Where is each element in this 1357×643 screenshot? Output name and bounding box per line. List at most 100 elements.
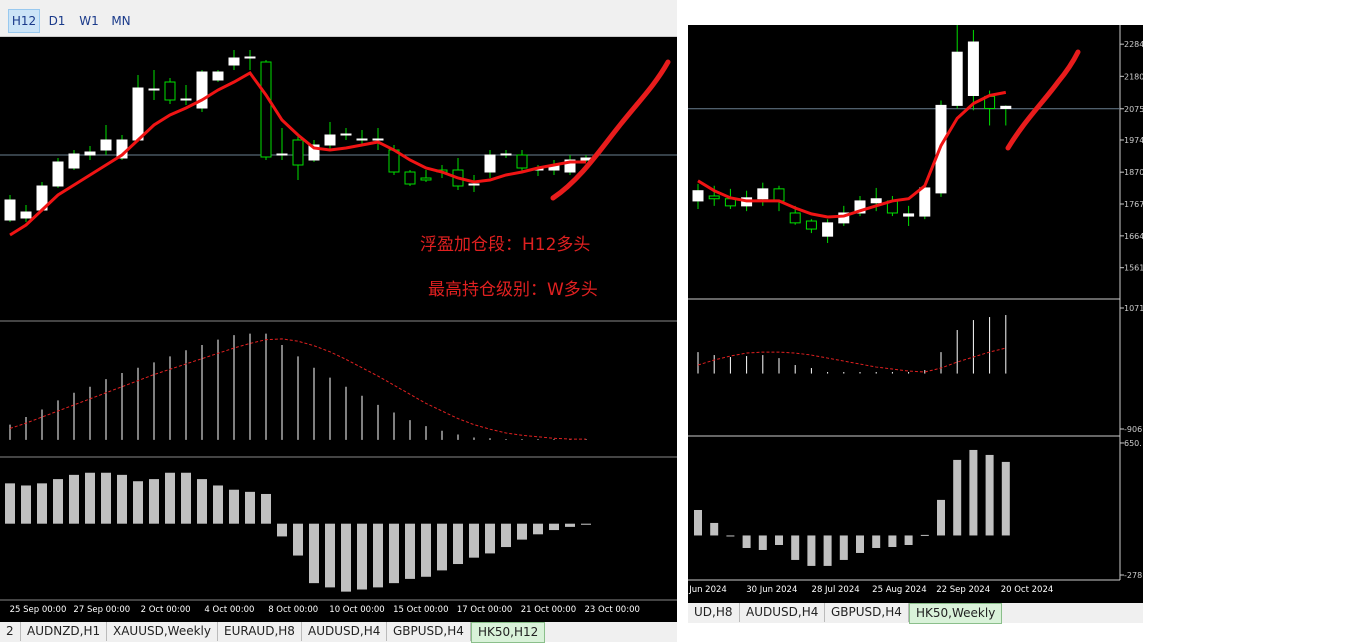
candle-body: [228, 57, 240, 66]
candle-body: [244, 56, 256, 59]
histogram-bar: [181, 472, 191, 524]
moving-average: [9, 71, 586, 237]
candle-body: [4, 199, 16, 221]
tab-bar: UD,H8 AUDUSD,H4 GBPUSD,H4 HK50,Weekly: [688, 603, 1143, 624]
histogram-bar: [149, 479, 159, 524]
candle-body: [692, 190, 704, 202]
histogram-bar: [501, 523, 511, 548]
chart-tab[interactable]: AUDNZD,H1: [21, 622, 108, 641]
histogram-bar: [229, 489, 239, 524]
histogram-bar: [888, 535, 897, 547]
histogram-bar: [453, 523, 463, 565]
y-tick-label: 1870: [1124, 168, 1143, 177]
candle-body: [356, 138, 368, 141]
timeframe-button[interactable]: MN: [111, 14, 131, 28]
histogram-bar: [437, 523, 447, 571]
histogram-bar: [53, 479, 63, 524]
x-tick-label: 20 Oct 2024: [1001, 585, 1054, 595]
histogram-bar: [856, 535, 864, 553]
candle-body: [308, 144, 320, 161]
y-tick-label: -906: [1124, 425, 1142, 434]
candle-body: [580, 157, 592, 161]
candle-body: [1000, 105, 1012, 109]
histogram-bar: [325, 523, 335, 588]
histogram-bar: [21, 485, 31, 524]
histogram-bar: [581, 523, 591, 525]
x-tick-label: 8 Oct 00:00: [268, 605, 318, 615]
candle-body: [805, 220, 817, 230]
x-tick-label: 28 Jul 2024: [812, 585, 860, 595]
histogram-bar: [710, 522, 719, 536]
y-tick-label: 650.: [1124, 439, 1142, 448]
timeframe-button[interactable]: D1: [48, 14, 66, 28]
histogram-bar: [485, 523, 495, 554]
chart-tab[interactable]: AUDUSD,H4: [740, 603, 826, 622]
histogram-bar: [775, 535, 783, 545]
x-tick-label: 10 Oct 00:00: [329, 605, 384, 615]
annotation: 最高持仓级别：W多头: [428, 280, 598, 300]
candle-body: [84, 151, 96, 156]
candle-body: [100, 139, 112, 151]
histogram-bar: [421, 523, 431, 577]
histogram-bar: [309, 523, 319, 584]
chart-tab[interactable]: HK50,Weekly: [909, 603, 1003, 624]
y-tick-label: 2284: [1124, 40, 1143, 49]
chart-tab[interactable]: GBPUSD,H4: [387, 622, 471, 641]
signal-line: [9, 338, 586, 440]
x-tick-label: 15 Oct 00:00: [393, 605, 448, 615]
chart-tab[interactable]: 2: [0, 622, 21, 641]
histogram-bar: [726, 535, 735, 537]
histogram-bar: [341, 523, 351, 592]
signal-line: [697, 347, 1006, 373]
histogram-bar: [742, 535, 751, 548]
candle-body: [838, 212, 850, 224]
histogram-bar: [758, 535, 767, 550]
histogram-bar: [389, 523, 399, 584]
candle-body: [967, 41, 979, 96]
histogram-bar: [839, 535, 848, 560]
candle-body: [870, 198, 882, 204]
histogram-bar: [937, 499, 945, 536]
candle-body: [468, 183, 480, 186]
timeframe-button[interactable]: W1: [79, 14, 99, 28]
candle-body: [148, 88, 160, 91]
candle-body: [420, 177, 432, 181]
chart-tab[interactable]: UD,H8: [688, 603, 740, 622]
histogram-bar: [549, 523, 559, 531]
histogram-bar: [245, 491, 255, 524]
candle-body: [854, 200, 866, 214]
histogram-bar: [165, 472, 175, 524]
histogram-bar: [37, 483, 47, 524]
candle-body: [708, 195, 720, 200]
chart-tab[interactable]: XAUUSD,Weekly: [107, 622, 218, 641]
y-tick-label: 1974: [1124, 136, 1143, 145]
candle-body: [484, 154, 496, 173]
histogram-bar: [1001, 461, 1010, 536]
chart-tab[interactable]: EURAUD,H8: [218, 622, 302, 641]
candle-body: [20, 211, 32, 219]
candle-body: [196, 71, 208, 109]
histogram-bar: [969, 449, 978, 536]
timeframe-button[interactable]: H12: [8, 9, 40, 33]
histogram-bar: [565, 523, 575, 527]
chart-tab[interactable]: HK50,H12: [471, 622, 546, 643]
histogram-bar: [405, 523, 415, 579]
candle-body: [52, 161, 64, 187]
left-chart-window: 浮盈加仓段：H12多头 最高持仓级别：W多头 25 Sep 00:00 27 Se…: [0, 37, 677, 622]
candle-body: [951, 51, 963, 106]
histogram-bar: [791, 535, 800, 560]
toolbar: H12 D1 W1 MN: [0, 0, 677, 37]
histogram-bar: [261, 493, 271, 524]
chart-tab[interactable]: GBPUSD,H4: [825, 603, 909, 622]
annotation: 浮盈加仓段：H12多头: [420, 235, 590, 255]
histogram-bar: [953, 459, 962, 536]
x-tick-label: 2 Oct 00:00: [141, 605, 191, 615]
chart-tab[interactable]: AUDUSD,H4: [302, 622, 388, 641]
candle-body: [757, 188, 769, 200]
histogram-bar: [872, 535, 881, 548]
histogram-bar: [5, 483, 15, 524]
histogram-bar: [533, 523, 543, 535]
x-tick-label: 25 Aug 2024: [872, 585, 926, 595]
histogram-bar: [469, 523, 479, 558]
